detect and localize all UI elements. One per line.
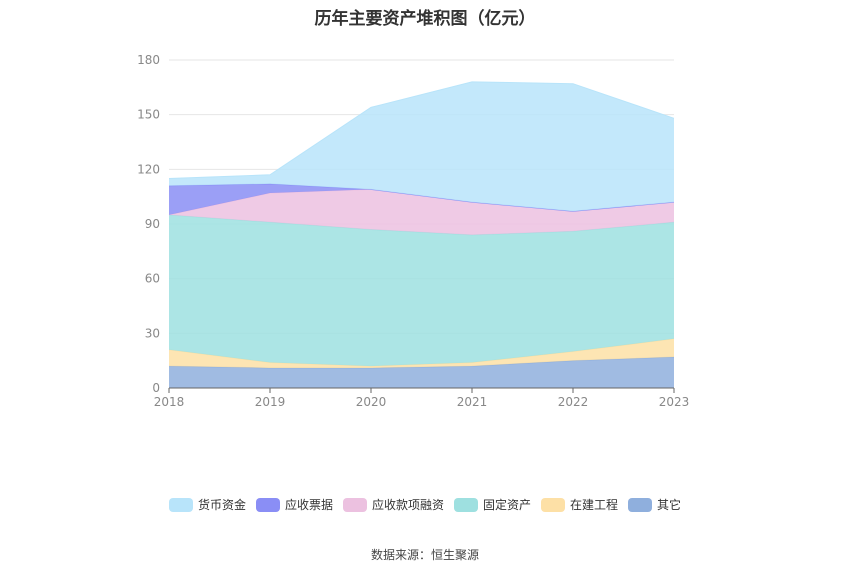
area-固定资产[interactable]: [169, 214, 674, 367]
area-应收票据[interactable]: [169, 183, 674, 215]
area-series: [168, 81, 675, 388]
x-tick-label: 2020: [356, 395, 387, 409]
stacked-area-chart: 0 30 60 90 120 150 180 2018 2019 2020 2021 2022 2023: [137, 53, 689, 409]
legend-label: 固定资产: [483, 498, 532, 512]
area-其它[interactable]: [169, 357, 674, 388]
x-tick-label: 2021: [457, 395, 488, 409]
legend-swatch: [255, 497, 280, 512]
legend-label: 其它: [657, 498, 682, 512]
legend-label: 应收款项融资: [371, 498, 444, 512]
x-tick-label: 2023: [659, 395, 690, 409]
legend-swatch: [454, 497, 478, 512]
legend-swatch: [342, 497, 367, 512]
y-tick-label: 30: [145, 326, 160, 340]
chart-title: 历年主要资产堆积图（亿元）: [314, 9, 536, 29]
y-tick-label: 0: [152, 381, 160, 395]
legend-item[interactable]: 在建工程: [541, 496, 618, 513]
legend-item[interactable]: 应收票据: [255, 496, 333, 513]
data-source: 数据来源：恒生聚源: [370, 548, 479, 562]
y-tick-label: 90: [145, 217, 160, 231]
y-tick-label: 120: [137, 162, 160, 176]
legend-item[interactable]: 货币资金: [168, 496, 246, 513]
legend-item[interactable]: 应收款项融资: [342, 496, 444, 513]
legend-label: 在建工程: [570, 498, 619, 512]
axes: 0 30 60 90 120 150 180 2018 2019 2020 2021 2022 2023: [137, 53, 689, 409]
legend-swatch: [168, 497, 193, 512]
legend-item[interactable]: 其它: [628, 496, 681, 513]
legend-swatch: [628, 497, 653, 512]
legend-label: 货币资金: [197, 498, 246, 512]
legend-label: 应收票据: [284, 498, 333, 512]
area-货币资金[interactable]: [169, 81, 674, 212]
area-应收款项融资[interactable]: [169, 189, 674, 235]
y-tick-label: 150: [137, 108, 160, 122]
x-tick-label: 2018: [154, 395, 185, 409]
legend-swatch: [541, 497, 566, 512]
y-tick-label: 180: [137, 53, 160, 67]
area-在建工程[interactable]: [169, 338, 674, 368]
series-line-其它: [168, 356, 675, 369]
y-tick-label: 60: [145, 272, 160, 286]
legend-item[interactable]: 固定资产: [454, 496, 531, 513]
x-tick-label: 2019: [255, 395, 286, 409]
series-line-货币资金: [168, 81, 675, 179]
x-tick-label: 2022: [558, 395, 589, 409]
legend: 货币资金 应收票据 应收款项融资 固定资产 在建工程 其它: [0, 496, 850, 513]
